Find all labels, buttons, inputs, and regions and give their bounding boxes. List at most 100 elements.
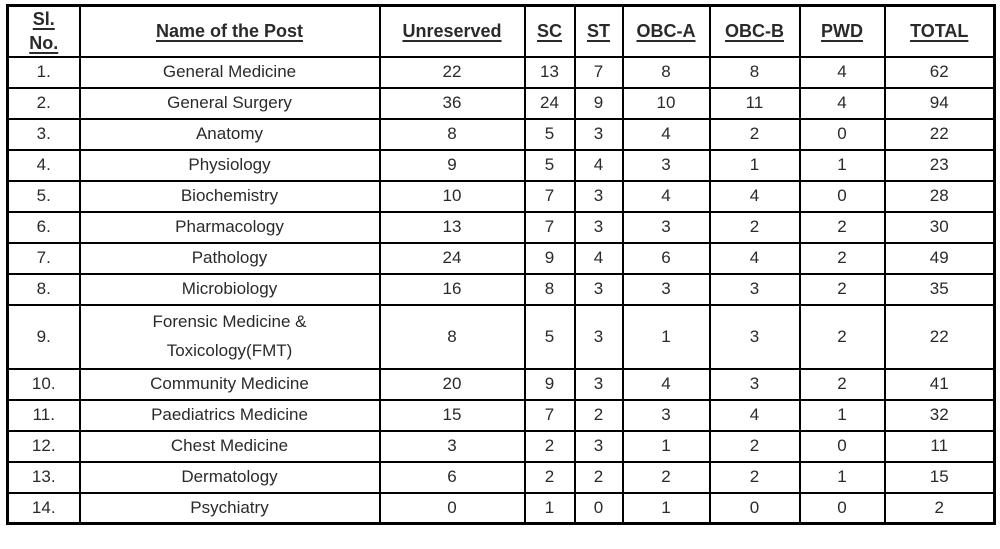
cell-post-name: General Surgery (78, 86, 381, 120)
cell-sl-no: 7. (6, 241, 81, 275)
cell-unreserved: 24 (378, 241, 526, 275)
cell-st: 9 (573, 86, 624, 120)
cell-obc-b: 1 (708, 148, 801, 182)
cell-unreserved: 22 (378, 55, 526, 89)
cell-obc-b: 8 (708, 55, 801, 89)
cell-sc: 9 (523, 241, 576, 275)
cell-sc: 13 (523, 55, 576, 89)
cell-pwd: 1 (798, 148, 886, 182)
cell-unreserved: 15 (378, 398, 526, 432)
cell-sl-no: 2. (6, 86, 81, 120)
cell-sl-no: 11. (6, 398, 81, 432)
cell-pwd: 1 (798, 460, 886, 494)
cell-total: 23 (883, 148, 996, 182)
cell-unreserved: 3 (378, 429, 526, 463)
cell-sc: 7 (523, 398, 576, 432)
cell-pwd: 4 (798, 86, 886, 120)
table-row: 10. Community Medicine 20 9 3 4 3 2 41 (6, 367, 996, 401)
table-row: 2. General Surgery 36 24 9 10 11 4 94 (6, 86, 996, 120)
cell-st: 3 (573, 367, 624, 401)
cell-post-name: Pharmacology (78, 210, 381, 244)
cell-obc-a: 8 (621, 55, 711, 89)
cell-obc-b: 2 (708, 210, 801, 244)
cell-pwd: 0 (798, 491, 886, 525)
vacancy-table: Sl. No. Name of the Post Unreserved SC S… (6, 4, 996, 526)
cell-sl-no: 13. (6, 460, 81, 494)
cell-total: 94 (883, 86, 996, 120)
cell-sl-no: 1. (6, 55, 81, 89)
table-row: 1. General Medicine 22 13 7 8 8 4 62 (6, 55, 996, 89)
cell-obc-b: 11 (708, 86, 801, 120)
cell-st: 2 (573, 398, 624, 432)
cell-unreserved: 20 (378, 367, 526, 401)
cell-st: 2 (573, 460, 624, 494)
cell-pwd: 1 (798, 398, 886, 432)
cell-total: 22 (883, 117, 996, 151)
cell-sl-no: 10. (6, 367, 81, 401)
cell-st: 3 (573, 303, 624, 370)
col-header-st-label: ST (586, 21, 610, 42)
cell-post-name: Biochemistry (78, 179, 381, 213)
table-row: 8. Microbiology 16 8 3 3 3 2 35 (6, 272, 996, 306)
col-header-post-name-label: Name of the Post (155, 21, 304, 42)
cell-unreserved: 16 (378, 272, 526, 306)
col-header-obc-b-label: OBC-B (725, 21, 784, 42)
table-row: 13. Dermatology 6 2 2 2 2 1 15 (6, 460, 996, 494)
cell-post-name: Physiology (78, 148, 381, 182)
col-header-pwd: PWD (798, 4, 886, 58)
cell-obc-a: 4 (621, 367, 711, 401)
cell-sc: 8 (523, 272, 576, 306)
cell-total: 35 (883, 272, 996, 306)
col-header-sl-no: Sl. No. (6, 4, 81, 58)
cell-obc-b: 4 (708, 179, 801, 213)
cell-post-name: Microbiology (78, 272, 381, 306)
cell-sl-no: 12. (6, 429, 81, 463)
cell-sc: 2 (523, 460, 576, 494)
cell-obc-a: 2 (621, 460, 711, 494)
table-row: 4. Physiology 9 5 4 3 1 1 23 (6, 148, 996, 182)
cell-pwd: 2 (798, 241, 886, 275)
cell-st: 7 (573, 55, 624, 89)
col-header-sc: SC (523, 4, 576, 58)
table-header-row: Sl. No. Name of the Post Unreserved SC S… (6, 4, 996, 58)
cell-obc-a: 4 (621, 117, 711, 151)
cell-obc-a: 6 (621, 241, 711, 275)
cell-unreserved: 13 (378, 210, 526, 244)
cell-sc: 24 (523, 86, 576, 120)
cell-post-name: Paediatrics Medicine (78, 398, 381, 432)
cell-obc-b: 2 (708, 460, 801, 494)
cell-sc: 5 (523, 148, 576, 182)
cell-unreserved: 36 (378, 86, 526, 120)
cell-obc-b: 3 (708, 272, 801, 306)
cell-post-name: Pathology (78, 241, 381, 275)
cell-obc-b: 4 (708, 241, 801, 275)
cell-total: 30 (883, 210, 996, 244)
cell-total: 41 (883, 367, 996, 401)
cell-pwd: 0 (798, 429, 886, 463)
cell-sc: 5 (523, 117, 576, 151)
cell-sc: 1 (523, 491, 576, 525)
col-header-sl-no-label: Sl. No. (29, 9, 59, 54)
cell-pwd: 2 (798, 210, 886, 244)
cell-sc: 2 (523, 429, 576, 463)
cell-pwd: 2 (798, 303, 886, 370)
cell-st: 3 (573, 179, 624, 213)
cell-post-name: Forensic Medicine & Toxicology(FMT) (78, 303, 381, 370)
col-header-sc-label: SC (536, 21, 562, 42)
cell-total: 28 (883, 179, 996, 213)
cell-obc-b: 2 (708, 429, 801, 463)
cell-st: 3 (573, 210, 624, 244)
cell-unreserved: 6 (378, 460, 526, 494)
cell-st: 3 (573, 117, 624, 151)
col-header-total-label: TOTAL (910, 21, 969, 42)
cell-total: 32 (883, 398, 996, 432)
cell-obc-b: 4 (708, 398, 801, 432)
cell-sc: 7 (523, 179, 576, 213)
cell-obc-a: 3 (621, 210, 711, 244)
col-header-total: TOTAL (883, 4, 996, 58)
table-row: 9. Forensic Medicine & Toxicology(FMT) 8… (6, 303, 996, 370)
col-header-obc-a-label: OBC-A (636, 21, 696, 42)
cell-obc-b: 3 (708, 367, 801, 401)
table-row: 6. Pharmacology 13 7 3 3 2 2 30 (6, 210, 996, 244)
